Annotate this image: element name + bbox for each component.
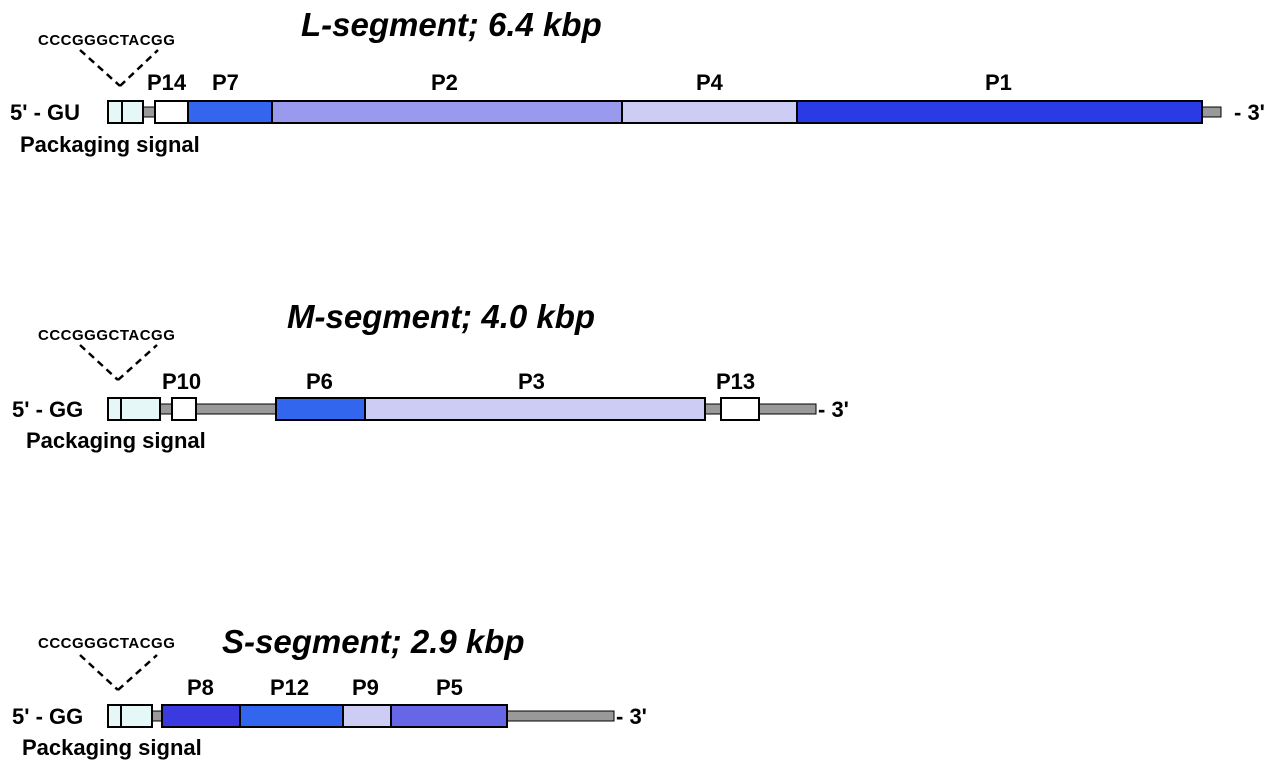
m-packaging-signal-label: Packaging signal (26, 428, 206, 453)
l-gene-p1-box (796, 100, 1203, 124)
s-gene-p8-label: P8 (187, 675, 214, 700)
m-gene-p13-label: P13 (716, 369, 756, 394)
l-segment-graphics (79, 49, 1222, 124)
m-packaging-box (107, 397, 161, 421)
s-packaging-box (107, 704, 153, 728)
m-five-prime-label: 5' - GG (12, 397, 84, 422)
l-packaging-signal-label: Packaging signal (20, 132, 200, 157)
s-gene-p5-box (390, 704, 508, 728)
m-packaging-sequence: CCCGGGCTACGG (38, 327, 176, 344)
m-gene-p13-box (720, 397, 760, 421)
s-five-prime-label: 5' - GG (12, 704, 84, 729)
m-three-prime-label: - 3' (818, 397, 849, 422)
s-segment-graphics (79, 654, 615, 728)
l-packaging-box (107, 100, 144, 124)
s-sequence-pointer-left (79, 654, 119, 691)
s-gene-p9-box (342, 704, 392, 728)
l-gene-p4-label: P4 (696, 70, 723, 95)
m-gene-p6-box (275, 397, 366, 421)
l-packaging-sequence: CCCGGGCTACGG (38, 32, 176, 49)
l-gene-p4-box (621, 100, 798, 124)
m-segment-graphics (79, 344, 817, 421)
l-gene-p7-label: P7 (212, 70, 239, 95)
s-three-prime-label: - 3' (616, 704, 647, 729)
l-sequence-pointer-right (119, 49, 159, 87)
m-sequence-pointer-left (79, 344, 119, 381)
l-gene-p14-label: P14 (147, 70, 187, 95)
m-segment-title: M-segment; 4.0 kbp (287, 298, 596, 335)
l-five-prime-label: 5' - GU (10, 100, 81, 125)
l-gene-p7-box (187, 100, 273, 124)
l-gene-p14-box (154, 100, 189, 124)
l-three-prime-label: - 3' (1234, 100, 1265, 125)
s-gene-p12-box (239, 704, 344, 728)
s-gene-p8-box (161, 704, 241, 728)
l-gene-p2-box (271, 100, 623, 124)
s-sequence-pointer-right (117, 654, 158, 691)
l-gene-p2-label: P2 (431, 70, 458, 95)
m-gene-p10-label: P10 (162, 369, 202, 394)
l-sequence-pointer-left (79, 49, 121, 87)
s-segment-title: S-segment; 2.9 kbp (222, 623, 525, 660)
l-gene-p1-label: P1 (985, 70, 1012, 95)
s-gene-p5-label: P5 (436, 675, 463, 700)
m-gene-p6-label: P6 (306, 369, 333, 394)
m-gene-p3-label: P3 (518, 369, 545, 394)
m-gene-p3-box (364, 397, 706, 421)
m-gene-p10-box (171, 397, 197, 421)
s-packaging-signal-label: Packaging signal (22, 735, 202, 760)
s-gene-p12-label: P12 (270, 675, 310, 700)
l-segment-title: L-segment; 6.4 kbp (301, 6, 602, 43)
m-sequence-pointer-right (117, 344, 158, 381)
s-gene-p9-label: P9 (352, 675, 379, 700)
s-packaging-sequence: CCCGGGCTACGG (38, 635, 176, 652)
